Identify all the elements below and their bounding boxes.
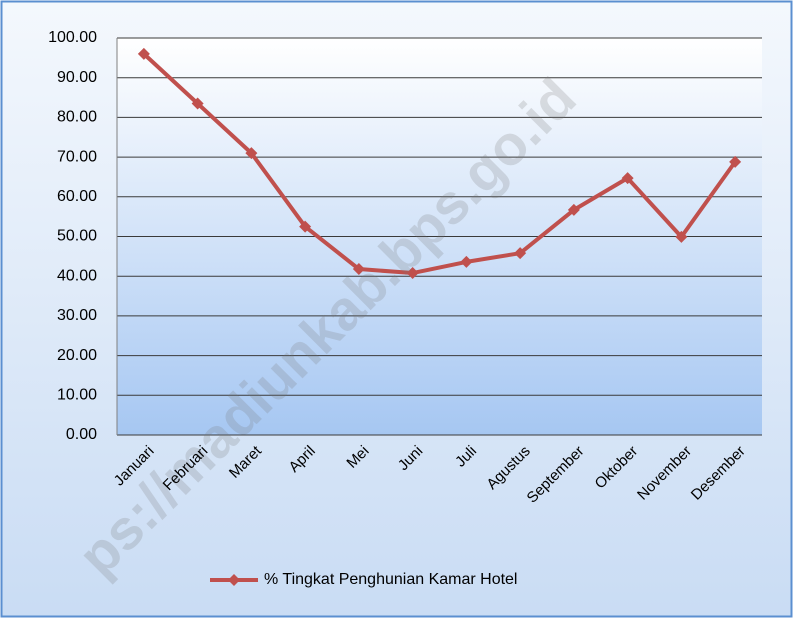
y-tick-label: 0.00	[66, 426, 97, 443]
data-point	[567, 203, 580, 216]
legend-label: % Tingkat Penghunian Kamar Hotel	[264, 571, 517, 588]
data-point	[299, 220, 312, 233]
y-tick-label: 70.00	[57, 148, 97, 165]
data-point	[137, 47, 150, 60]
y-tick-label: 90.00	[57, 69, 97, 86]
legend-marker	[228, 574, 240, 586]
series-line	[142, 52, 737, 276]
data-point	[729, 155, 742, 168]
y-tick-label: 80.00	[57, 109, 97, 126]
data-point	[245, 147, 258, 160]
data-point	[191, 97, 204, 110]
y-tick-label: 10.00	[57, 387, 97, 404]
data-point	[352, 263, 365, 276]
y-tick-label: 50.00	[57, 228, 97, 245]
data-point	[460, 255, 473, 268]
data-point	[406, 267, 419, 280]
data-point	[514, 247, 527, 260]
data-point	[621, 172, 634, 185]
y-tick-label: 60.00	[57, 188, 97, 205]
y-tick-label: 20.00	[57, 347, 97, 364]
y-tick-label: 100.00	[48, 29, 97, 46]
y-tick-label: 40.00	[57, 267, 97, 284]
data-point	[675, 230, 688, 243]
y-tick-label: 30.00	[57, 307, 97, 324]
